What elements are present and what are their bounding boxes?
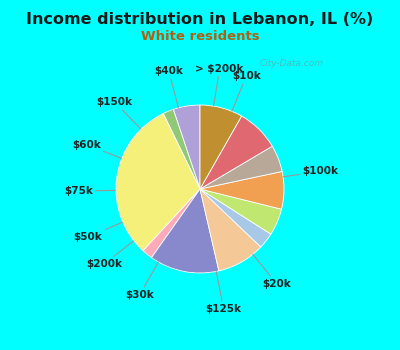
Wedge shape: [200, 116, 272, 189]
Text: $40k: $40k: [154, 66, 183, 107]
Wedge shape: [200, 189, 271, 247]
Text: $10k: $10k: [232, 71, 260, 111]
Wedge shape: [200, 189, 261, 271]
Text: White residents: White residents: [141, 30, 259, 43]
Wedge shape: [200, 189, 282, 234]
Text: $30k: $30k: [125, 262, 158, 300]
Text: $100k: $100k: [283, 166, 338, 177]
Text: > $200k: > $200k: [196, 64, 244, 106]
Text: $150k: $150k: [96, 97, 141, 129]
Wedge shape: [200, 146, 282, 189]
Text: $200k: $200k: [86, 241, 134, 269]
Text: $50k: $50k: [74, 222, 122, 242]
Text: City-Data.com: City-Data.com: [260, 59, 324, 68]
Wedge shape: [163, 109, 200, 189]
Text: Income distribution in Lebanon, IL (%): Income distribution in Lebanon, IL (%): [26, 12, 374, 27]
Text: $125k: $125k: [206, 272, 242, 314]
Wedge shape: [200, 172, 284, 209]
Text: $20k: $20k: [253, 254, 291, 289]
Text: $60k: $60k: [72, 140, 122, 158]
Wedge shape: [116, 113, 200, 251]
Wedge shape: [200, 105, 242, 189]
Wedge shape: [152, 189, 219, 273]
Wedge shape: [143, 189, 200, 258]
Wedge shape: [173, 105, 200, 189]
Text: $75k: $75k: [64, 186, 116, 196]
